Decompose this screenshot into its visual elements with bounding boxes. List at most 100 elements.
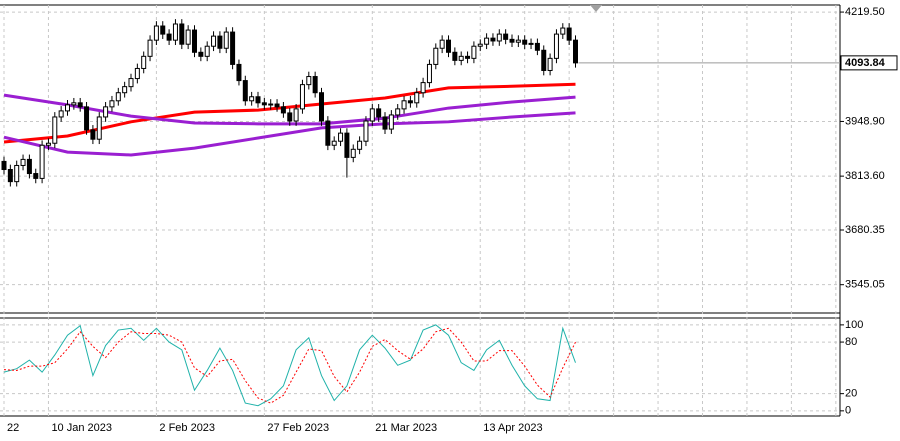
candle-body xyxy=(331,140,337,146)
candle-body xyxy=(446,39,451,53)
candle-body xyxy=(560,27,566,35)
candle-body xyxy=(452,51,458,61)
x-tick-label: 27 Feb 2023 xyxy=(267,422,329,434)
candle-body xyxy=(465,55,471,59)
x-tick-label: 2 Feb 2023 xyxy=(159,422,215,434)
candle-body xyxy=(236,63,242,82)
moving-average xyxy=(3,111,576,157)
candle-body xyxy=(147,39,153,57)
y-tick-label: 3680.35 xyxy=(845,224,885,236)
candle-body xyxy=(77,102,83,108)
candle-body xyxy=(299,84,305,110)
candle-body xyxy=(185,29,191,45)
y-tick-label: 0 xyxy=(845,405,851,417)
candle-body xyxy=(249,96,255,102)
candle-body xyxy=(496,33,502,42)
candle-body xyxy=(553,33,559,59)
candle-body xyxy=(395,108,401,116)
current-price-label: 4093.84 xyxy=(845,57,886,69)
candle-body xyxy=(211,35,217,47)
candle-body xyxy=(153,25,159,41)
candle-body xyxy=(230,31,236,65)
candle-body xyxy=(439,39,445,49)
candle-body xyxy=(458,55,464,61)
candle-body xyxy=(522,39,528,45)
candle-body xyxy=(490,37,496,42)
candle-body xyxy=(122,86,128,94)
candle-body xyxy=(204,45,210,57)
candle-body xyxy=(306,76,312,86)
candle-body xyxy=(382,116,388,130)
candle-body xyxy=(344,132,350,158)
y-tick-label: 4219.50 xyxy=(845,6,885,18)
current-price-box xyxy=(840,55,898,71)
candle-body xyxy=(357,140,363,150)
candle-body xyxy=(541,49,547,71)
y-tick-label: 3545.05 xyxy=(845,279,885,291)
candle-body xyxy=(223,31,229,49)
candle-body xyxy=(274,103,280,108)
candle-body xyxy=(338,132,344,142)
shift-marker xyxy=(590,5,602,12)
y-tick-label: 3948.90 xyxy=(845,115,885,127)
y-tick-label: 80 xyxy=(845,336,857,348)
candle-body xyxy=(14,164,20,183)
candle-body xyxy=(1,160,7,171)
candle-body xyxy=(33,173,39,179)
candle-body xyxy=(401,100,407,110)
candle-body xyxy=(20,158,26,166)
candle-body xyxy=(26,158,32,175)
oscillator-line xyxy=(3,327,576,404)
candle-body xyxy=(90,129,96,140)
candle-body xyxy=(128,78,134,88)
candle-body xyxy=(160,25,166,35)
candle-body xyxy=(503,33,509,40)
candle-body xyxy=(388,114,394,130)
candle-body xyxy=(312,76,318,94)
candle-body xyxy=(58,110,64,118)
candle-body xyxy=(96,116,102,140)
candle-body xyxy=(172,23,178,41)
candle-body xyxy=(280,106,286,114)
candle-body xyxy=(52,116,58,144)
y-tick-label: 20 xyxy=(845,388,857,400)
candle-body xyxy=(293,108,299,122)
oscillator-line xyxy=(3,324,576,407)
x-tick-label: 13 Apr 2023 xyxy=(483,422,542,434)
candle-body xyxy=(84,106,90,131)
candle-body xyxy=(134,67,140,80)
candle-body xyxy=(376,108,382,118)
candle-body xyxy=(179,23,185,45)
candle-body xyxy=(319,92,324,122)
candle-body xyxy=(109,100,115,108)
candle-body xyxy=(484,37,490,45)
candle-body xyxy=(528,42,534,45)
candle-body xyxy=(71,102,77,106)
candle-body xyxy=(414,92,420,104)
candle-body xyxy=(198,51,204,57)
candle-body xyxy=(471,45,477,59)
y-tick-label: 3813.60 xyxy=(845,170,885,182)
candle-body xyxy=(325,120,331,146)
candle-body xyxy=(65,104,70,112)
candle-body xyxy=(39,144,45,179)
candle-body xyxy=(115,92,121,102)
candle-body xyxy=(547,57,553,71)
candle-body xyxy=(433,47,439,65)
candle-body xyxy=(192,29,197,53)
candle-body xyxy=(573,39,578,64)
x-tick-label: 10 Jan 2023 xyxy=(51,422,112,434)
candle-body xyxy=(369,108,375,122)
candle-body xyxy=(141,55,147,69)
candle-body xyxy=(166,33,172,41)
candle-body xyxy=(363,120,369,142)
candle-body xyxy=(515,39,521,43)
x-tick-label: 21 Mar 2023 xyxy=(375,422,437,434)
candle-body xyxy=(103,106,109,118)
candle-body xyxy=(407,100,413,104)
y-tick-label: 100 xyxy=(845,319,863,331)
candle-body xyxy=(509,38,515,43)
